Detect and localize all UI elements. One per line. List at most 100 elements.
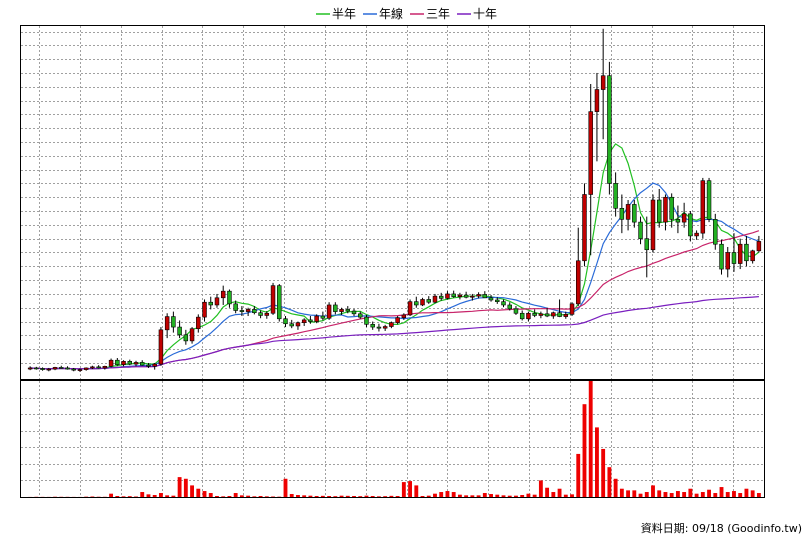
volume-bar <box>682 492 687 497</box>
volume-bar <box>501 495 506 497</box>
candle-body <box>40 368 45 370</box>
candle-body <box>551 312 556 317</box>
volume-bar <box>632 490 637 497</box>
candle-body <box>625 204 631 220</box>
volume-bar <box>669 493 674 497</box>
legend-label-three-year: 三年 <box>426 7 450 21</box>
candle-body <box>96 366 101 369</box>
candle-body <box>488 297 494 301</box>
legend-label-half-year: 半年 <box>332 7 356 21</box>
candle-body <box>706 180 712 220</box>
candle-body <box>133 362 139 365</box>
volume-bar <box>719 487 724 497</box>
candle-body <box>681 213 687 223</box>
candle-body <box>146 364 151 367</box>
volume-bar <box>320 495 325 497</box>
volume-bar <box>121 496 126 497</box>
volume-bar <box>433 493 437 497</box>
candle-body <box>220 290 226 299</box>
candle-body <box>189 328 195 342</box>
volume-bar <box>146 494 151 497</box>
volume-bar <box>127 496 132 497</box>
volume-bar <box>482 493 487 497</box>
volume-bar <box>700 492 705 497</box>
volume-bar <box>408 481 413 497</box>
candle-body <box>289 323 294 327</box>
candle-body <box>619 208 625 220</box>
candle-body <box>675 219 681 223</box>
volume-bar <box>327 496 332 497</box>
volume-bar <box>744 488 749 497</box>
legend-label-ten-year: 十年 <box>473 7 497 21</box>
volume-bar <box>619 488 624 497</box>
legend-label-year: 年線 <box>379 6 403 21</box>
volume-bar <box>607 467 612 497</box>
volume-bar <box>426 495 431 497</box>
candle-body <box>127 361 133 365</box>
volume-bar <box>520 495 525 497</box>
volume-bar <box>738 493 743 497</box>
volume-bar <box>152 495 157 497</box>
volume-bar <box>657 490 662 497</box>
volume-bar <box>439 492 444 497</box>
candle-body <box>557 312 562 317</box>
candle-body <box>258 312 263 316</box>
candle-body <box>526 312 531 320</box>
volume-grid <box>21 381 764 497</box>
candle-body <box>451 293 456 297</box>
volume-bar <box>638 493 643 497</box>
candle-body <box>744 243 749 262</box>
volume-bar <box>109 493 114 497</box>
volume-bar <box>495 494 500 497</box>
candle-body <box>152 363 157 367</box>
volume-bar <box>215 496 219 497</box>
candle-body <box>227 290 232 305</box>
moving-average-lines <box>30 143 760 370</box>
volume-bar <box>333 496 338 497</box>
candle-body <box>594 89 600 112</box>
volume-bar <box>688 488 693 497</box>
volume-bar <box>84 496 89 498</box>
candle-body <box>576 260 581 305</box>
candle-body <box>208 301 213 306</box>
candle-body <box>519 312 525 320</box>
volume-bar <box>358 496 363 497</box>
candle-body <box>27 367 33 370</box>
candle-body <box>532 312 537 316</box>
candle-body <box>177 326 182 336</box>
volume-bar <box>601 448 606 497</box>
volume-bar <box>302 495 307 497</box>
volume-bar <box>507 495 512 497</box>
candle-body <box>669 196 674 220</box>
volume-bar <box>383 496 388 497</box>
candle-body <box>140 362 145 366</box>
volume-bar <box>514 495 518 497</box>
candle-body <box>719 243 724 270</box>
candle-body <box>52 367 58 370</box>
volume-bar <box>445 491 450 497</box>
candle-body <box>725 252 730 270</box>
candle-body <box>65 367 70 370</box>
candle-body <box>544 313 550 317</box>
candle-body <box>358 313 363 318</box>
candle-body <box>252 309 257 314</box>
candle-body <box>77 369 83 371</box>
volume-bar <box>420 496 425 497</box>
volume-bar <box>526 493 531 497</box>
candle-body <box>196 316 201 330</box>
candle-body <box>737 243 743 264</box>
volume-bar <box>289 494 294 497</box>
volume-bar <box>626 490 631 497</box>
volume-bar <box>713 493 718 497</box>
volume-bar <box>271 496 275 498</box>
volume-bar <box>134 496 138 498</box>
candle-body <box>308 319 313 322</box>
candle-body <box>364 316 369 325</box>
candle-body <box>314 315 319 322</box>
candle-body <box>731 252 737 264</box>
candle-body <box>694 232 699 237</box>
volume-bar <box>613 478 618 497</box>
volume-bar <box>551 492 556 497</box>
candle-body <box>507 304 512 310</box>
candle-body <box>713 219 718 245</box>
